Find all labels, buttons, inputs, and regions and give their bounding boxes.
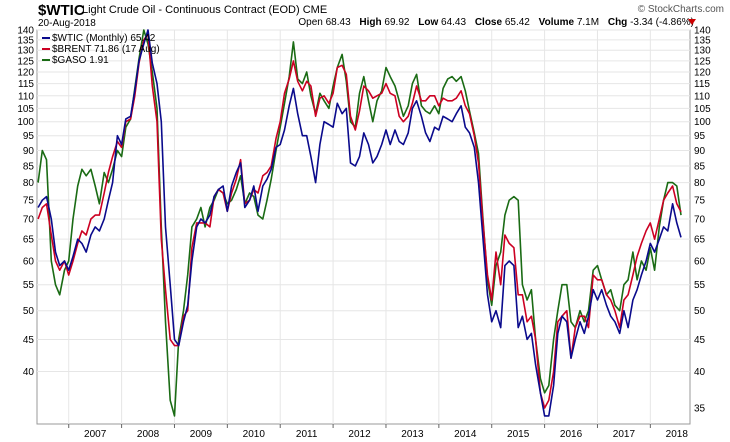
ohlc-stats: Open 68.43 High 69.92 Low 64.43 Close 65… bbox=[298, 17, 694, 28]
y-tick-label-left: 80 bbox=[23, 178, 35, 189]
y-tick-label-right: 140 bbox=[694, 26, 711, 37]
exchange-text: CME bbox=[302, 4, 328, 16]
legend-swatch-brent bbox=[42, 48, 50, 51]
y-tick-label-left: 65 bbox=[23, 235, 35, 246]
x-tick-label: 2014 bbox=[454, 429, 477, 440]
legend-label-brent: $BRENT 71.86 (17 Aug) bbox=[52, 44, 160, 55]
y-tick-label-right: 45 bbox=[694, 335, 706, 346]
y-tick-label-right: 130 bbox=[694, 46, 711, 57]
y-tick-label-left: 50 bbox=[23, 306, 35, 317]
chg-label: Chg bbox=[607, 17, 628, 28]
close-value: 65.42 bbox=[504, 17, 530, 28]
y-tick-label-right: 115 bbox=[694, 79, 710, 90]
y-tick-label-right: 85 bbox=[694, 162, 706, 173]
y-tick-label-left: 45 bbox=[23, 335, 35, 346]
x-tick-label: 2011 bbox=[296, 429, 318, 440]
legend-swatch-gaso bbox=[42, 59, 50, 62]
y-tick-label-right: 110 bbox=[694, 91, 710, 102]
x-tick-label: 2013 bbox=[401, 429, 424, 440]
y-tick-label-left: 70 bbox=[23, 214, 35, 225]
y-tick-label-right: 50 bbox=[694, 306, 706, 317]
y-tick-label-left: 55 bbox=[23, 280, 35, 291]
x-tick-label: 2010 bbox=[243, 429, 266, 440]
y-tick-label-right: 60 bbox=[694, 257, 706, 268]
volume-value: 7.1M bbox=[576, 17, 600, 28]
y-tick-label-right: 40 bbox=[694, 367, 706, 378]
legend-item-wtic: $WTIC (Monthly) 65.42 bbox=[42, 33, 160, 44]
legend-item-brent: $BRENT 71.86 (17 Aug) bbox=[42, 44, 160, 55]
down-arrow-icon bbox=[688, 19, 696, 25]
y-tick-label-right: 125 bbox=[694, 56, 711, 67]
x-tick-label: 2009 bbox=[190, 429, 213, 440]
y-tick-label-right: 70 bbox=[694, 214, 706, 225]
chg-value: -3.34 (-4.86%) bbox=[630, 17, 694, 28]
low-label: Low bbox=[418, 17, 439, 28]
y-tick-label-left: 130 bbox=[17, 46, 34, 57]
description-text: Light Crude Oil - Continuous Contract (E… bbox=[82, 4, 300, 16]
series-line-wtic bbox=[37, 29, 682, 417]
legend-item-gaso: $GASO 1.91 bbox=[42, 55, 160, 66]
volume-label: Volume bbox=[538, 17, 575, 28]
chart-header: $WTIC Light Crude Oil - Continuous Contr… bbox=[0, 0, 730, 30]
chart-legend: $WTIC (Monthly) 65.42 $BRENT 71.86 (17 A… bbox=[42, 33, 160, 66]
y-tick-label-right: 90 bbox=[694, 146, 706, 157]
high-value: 69.92 bbox=[384, 17, 410, 28]
y-tick-label-left: 115 bbox=[18, 79, 34, 90]
y-tick-label-left: 100 bbox=[17, 117, 34, 128]
y-tick-label-right: 80 bbox=[694, 178, 706, 189]
chart-date: 20-Aug-2018 bbox=[38, 18, 96, 29]
x-tick-label: 2018 bbox=[666, 429, 689, 440]
y-tick-label-left: 95 bbox=[23, 131, 35, 142]
y-tick-label-left: 110 bbox=[18, 91, 34, 102]
y-tick-label-left: 85 bbox=[23, 162, 35, 173]
x-tick-label: 2008 bbox=[137, 429, 160, 440]
symbol-title: $WTIC bbox=[38, 2, 85, 19]
y-tick-label-left: 105 bbox=[17, 104, 34, 115]
y-tick-label-left: 135 bbox=[17, 35, 34, 46]
low-value: 64.43 bbox=[441, 17, 467, 28]
y-tick-label-left: 60 bbox=[23, 257, 35, 268]
y-tick-label-right: 65 bbox=[694, 235, 706, 246]
open-label: Open bbox=[298, 17, 323, 28]
close-label: Close bbox=[474, 17, 503, 28]
contract-description: Light Crude Oil - Continuous Contract (E… bbox=[82, 4, 327, 16]
brand-watermark: © StockCharts.com bbox=[637, 4, 724, 15]
y-tick-label-left: 125 bbox=[17, 56, 34, 67]
y-tick-label-right: 35 bbox=[694, 403, 706, 414]
y-tick-label-right: 105 bbox=[694, 104, 711, 115]
y-tick-label-right: 120 bbox=[694, 68, 711, 79]
open-value: 68.43 bbox=[325, 17, 351, 28]
y-tick-label-left: 75 bbox=[23, 196, 35, 207]
x-tick-label: 2016 bbox=[560, 429, 583, 440]
y-tick-label-left: 90 bbox=[23, 146, 35, 157]
x-tick-label: 2007 bbox=[84, 429, 107, 440]
y-tick-label-left: 140 bbox=[17, 26, 34, 37]
legend-label-wtic: $WTIC (Monthly) 65.42 bbox=[52, 33, 156, 44]
x-tick-label: 2015 bbox=[507, 429, 530, 440]
y-tick-label-right: 100 bbox=[694, 117, 711, 128]
x-tick-label: 2017 bbox=[613, 429, 636, 440]
y-tick-label-left: 120 bbox=[17, 68, 34, 79]
series-line-gaso bbox=[37, 29, 682, 417]
y-tick-label-right: 95 bbox=[694, 131, 706, 142]
legend-swatch-wtic bbox=[42, 37, 50, 40]
y-tick-label-right: 135 bbox=[694, 35, 711, 46]
x-tick-label: 2012 bbox=[348, 429, 371, 440]
legend-label-gaso: $GASO 1.91 bbox=[52, 55, 109, 66]
y-tick-label-right: 75 bbox=[694, 196, 706, 207]
high-label: High bbox=[359, 17, 382, 28]
y-tick-label-left: 40 bbox=[23, 367, 35, 378]
y-tick-label-right: 55 bbox=[694, 280, 706, 291]
